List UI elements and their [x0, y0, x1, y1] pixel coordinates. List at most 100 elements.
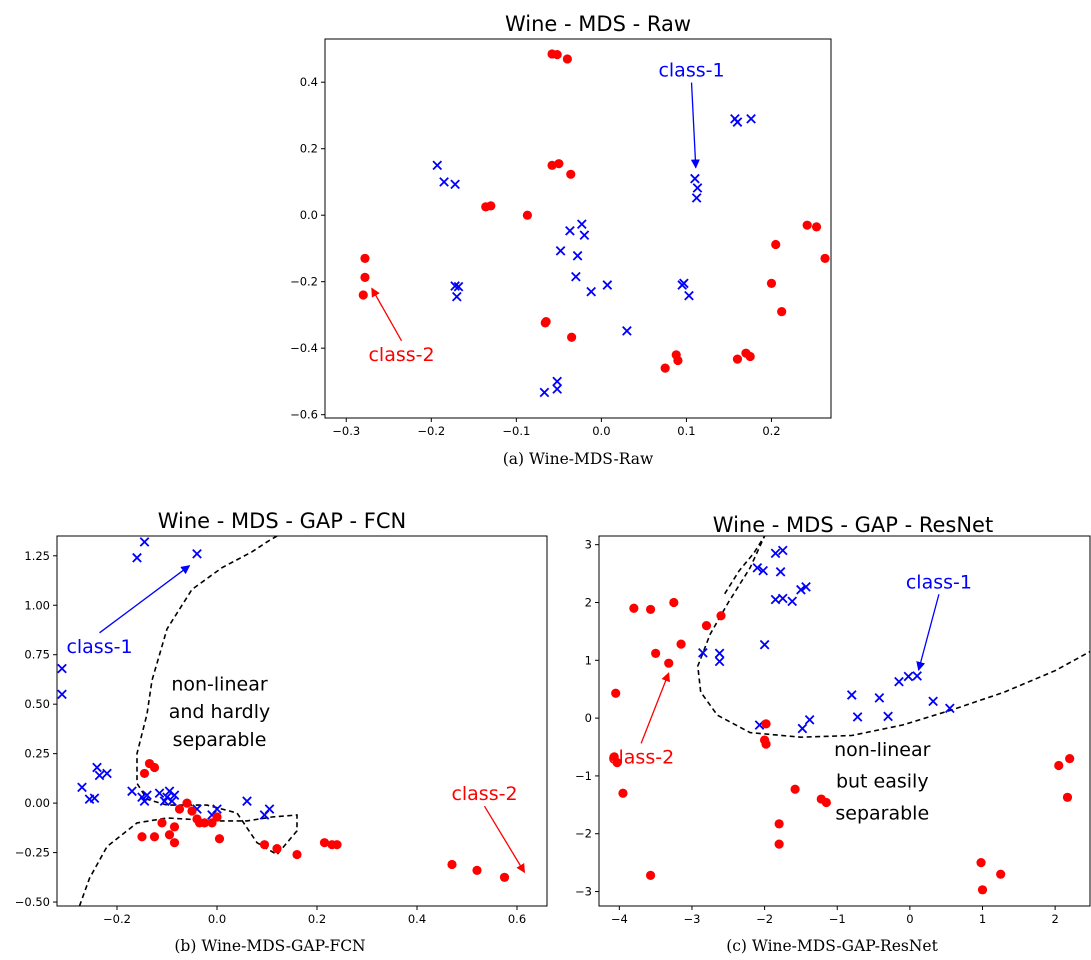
panel-a-mds-raw: Wine - MDS - Raw −0.3 −0.2 −0.1 0.0 0.1 0.2−0…	[290, 12, 832, 468]
class-1-point	[579, 230, 590, 240]
class-1-point	[242, 796, 252, 806]
x-tick-label: 0.2	[762, 424, 780, 438]
class-2-point	[771, 239, 781, 250]
plot-frame-a	[324, 38, 832, 419]
class-2-point	[199, 818, 210, 828]
y-tick-label: −0.6	[290, 408, 318, 422]
chart-title-a: Wine - MDS - Raw	[505, 12, 691, 36]
class-2-point	[1065, 753, 1075, 764]
class-1-point	[852, 712, 863, 722]
class-1-point	[770, 548, 781, 559]
class-2-point	[332, 840, 342, 850]
class-2-point	[701, 621, 712, 631]
annotation-arrow	[640, 672, 670, 744]
class-1-point	[57, 663, 67, 674]
class-1-point	[169, 790, 180, 801]
class-1-point	[602, 280, 613, 290]
class-1-point	[154, 788, 165, 799]
y-tick-label: 0.25	[24, 747, 50, 761]
class-2-point	[214, 834, 225, 844]
class-1-point	[698, 647, 708, 658]
class-1-point	[746, 113, 756, 124]
class-1-point	[192, 548, 202, 559]
class-1-point	[894, 676, 904, 687]
class-1-point	[714, 656, 725, 667]
class-2-point	[169, 822, 180, 832]
y-tick-label: 0.2	[300, 142, 318, 156]
panel-b-mds-gap-fcn: Wine - MDS - GAP - FCN −0.2 0.0 0.2 0.4 0.6−…	[15, 509, 548, 955]
class-2-point	[761, 739, 771, 749]
class-1-point	[102, 768, 112, 779]
class-1-point	[777, 545, 788, 556]
class-1-point	[57, 689, 67, 700]
class-2-point	[761, 719, 771, 729]
class-1-point	[451, 291, 462, 302]
y-tick-label: −0.2	[290, 275, 318, 289]
class-1-point	[690, 173, 700, 184]
x-tick-label: 0.4	[408, 912, 426, 926]
y-tick-label: −1	[575, 769, 592, 783]
x-tick-label: −0.1	[502, 424, 530, 438]
class-2-point	[447, 859, 457, 870]
class-2-point	[660, 363, 670, 373]
y-tick-label: 0.50	[24, 697, 50, 711]
class-1-point	[432, 160, 443, 171]
class-2-point	[212, 812, 222, 822]
class-2-point	[486, 201, 496, 211]
class-2-point	[259, 840, 270, 850]
class-2-point	[149, 762, 160, 773]
x-tick-label: −3	[683, 912, 700, 926]
annotation-text: separable	[173, 729, 267, 751]
class-2-point	[319, 838, 330, 848]
class-1-point	[796, 584, 806, 595]
class-1-point	[92, 762, 102, 773]
class-1-point	[714, 648, 725, 659]
class-1-point	[127, 786, 137, 797]
annotation-arrow	[690, 82, 700, 169]
class-2-point	[182, 798, 192, 808]
y-tick-label: −0.4	[290, 341, 318, 355]
class-1-point	[883, 711, 893, 722]
y-tick-label: 0.4	[300, 75, 318, 89]
class-1-point	[777, 593, 788, 604]
class-2-point	[552, 50, 562, 60]
annotation-text: non-linear	[834, 739, 930, 761]
annotation-text: non-linear	[171, 673, 267, 695]
class-1-point	[874, 693, 885, 703]
class-1-point	[450, 179, 460, 190]
decision-boundary	[78, 536, 298, 906]
annotation-arrow	[916, 594, 940, 672]
class-2-point	[1062, 792, 1073, 802]
annotation-label: class-2	[368, 344, 434, 366]
caption-c: (c) Wine-MDS-GAP-ResNet	[726, 937, 938, 955]
class-2-point	[360, 272, 370, 282]
class-2-point	[821, 797, 831, 808]
class-2-point	[292, 849, 302, 860]
class-2-point	[732, 354, 743, 364]
y-tick-label: 1.00	[24, 598, 50, 612]
class-1-point	[552, 376, 563, 387]
y-tick-label: 3	[585, 538, 592, 552]
x-tick-label: −1	[829, 912, 846, 926]
annotation-label: class-1	[66, 636, 132, 658]
marks-b: −0.2 0.0 0.2 0.4 0.6 −0.50 −0.25 0.00 0.25 0.50 0.…	[15, 536, 526, 926]
x-tick-label: −0.2	[103, 912, 131, 926]
class-2-point	[174, 804, 185, 814]
y-tick-label: −0.25	[15, 846, 50, 860]
class-2-point	[820, 253, 830, 264]
class-2-point	[618, 788, 628, 798]
class-2-point	[996, 869, 1006, 879]
y-tick-label: 1	[585, 653, 592, 667]
class-1-point	[622, 326, 632, 336]
x-tick-label: 0.2	[308, 912, 326, 926]
class-1-point	[912, 671, 922, 681]
class-2-point	[164, 830, 175, 840]
class-2-point	[522, 210, 533, 220]
class-2-point	[745, 351, 755, 362]
annotation-text: but easily	[836, 771, 929, 793]
plot-area	[609, 536, 1090, 895]
y-tick-label: −0.50	[15, 895, 50, 909]
x-tick-label: 0.0	[592, 424, 610, 438]
class-1-point	[692, 183, 703, 193]
